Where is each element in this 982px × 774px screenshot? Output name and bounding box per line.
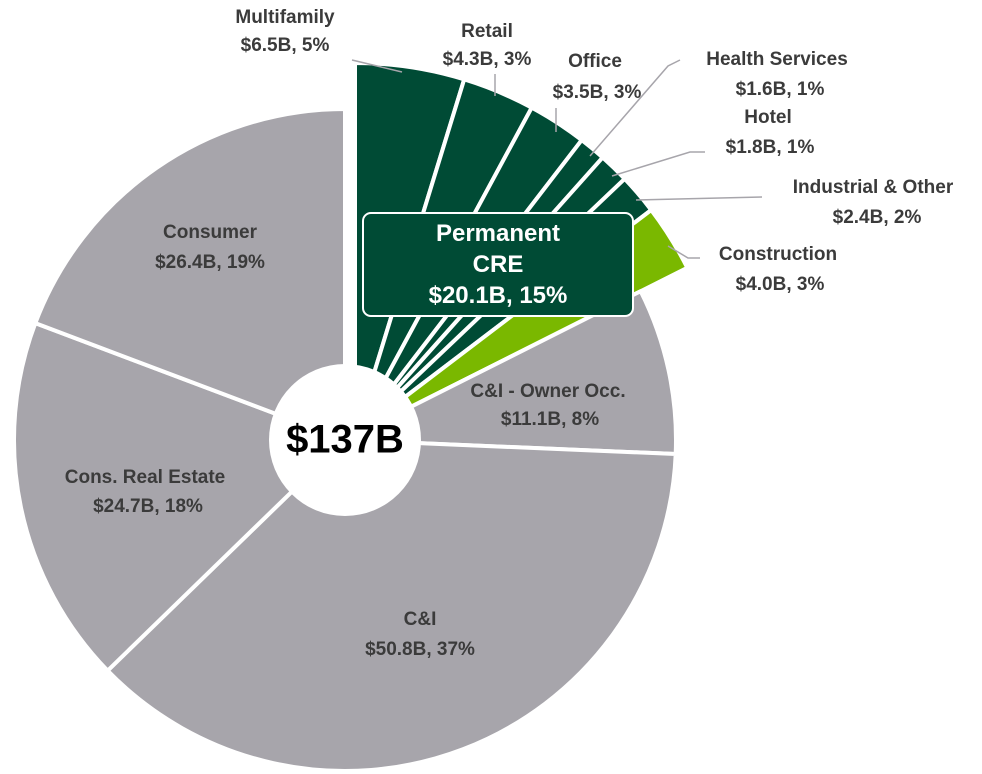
slice-value-label: $6.5B, 5%	[241, 35, 330, 56]
slice-label: Retail	[461, 21, 513, 42]
slice-value-label: $4.3B, 3%	[443, 49, 532, 70]
slice-value-label: $4.0B, 3%	[736, 274, 825, 295]
labels: Multifamily $6.5B, 5% Retail $4.3B, 3% Offic…	[65, 7, 954, 660]
slice-label: Consumer	[163, 222, 258, 243]
slice-label: Industrial & Other	[793, 177, 954, 198]
slice-value-label: $26.4B, 19%	[155, 252, 265, 273]
leader-line	[589, 59, 681, 157]
slice-value-label: $2.4B, 2%	[833, 207, 922, 228]
slice-value-label: $11.1B, 8%	[501, 409, 599, 430]
slice-label: Health Services	[706, 49, 848, 70]
slice-label: C&I	[404, 609, 437, 630]
slice-value-label: $1.8B, 1%	[726, 137, 815, 158]
annotation-text: Permanent CRE	[435, 220, 561, 278]
slice-label: Construction	[719, 244, 837, 265]
slice-label: C&I - Owner Occ.	[470, 381, 625, 402]
slice-label: Cons. Real Estate	[65, 467, 226, 488]
slice-label: Office	[568, 51, 622, 72]
slice-label: Multifamily	[235, 7, 335, 28]
slice-value-label: $1.6B, 1%	[736, 79, 825, 100]
leader-line	[667, 245, 700, 259]
slice-value-label: $3.5B, 3%	[553, 82, 642, 103]
slice	[343, 289, 678, 457]
center-label: $137B	[286, 418, 404, 462]
annotation-value: $20.1B, 15%	[428, 282, 568, 309]
leader-line	[611, 151, 705, 177]
slice-label: Hotel	[744, 107, 792, 128]
slice	[33, 107, 347, 442]
annotation-box: Permanent CRE $20.1B, 15%	[362, 212, 634, 317]
leader-line	[635, 196, 763, 201]
leader-line	[351, 59, 403, 73]
center-hole	[269, 364, 421, 516]
slice	[105, 438, 678, 773]
leader-lines	[351, 59, 763, 259]
slice-value-label: $50.8B, 37%	[365, 639, 475, 660]
slice-value-label: $24.7B, 18%	[93, 496, 203, 517]
